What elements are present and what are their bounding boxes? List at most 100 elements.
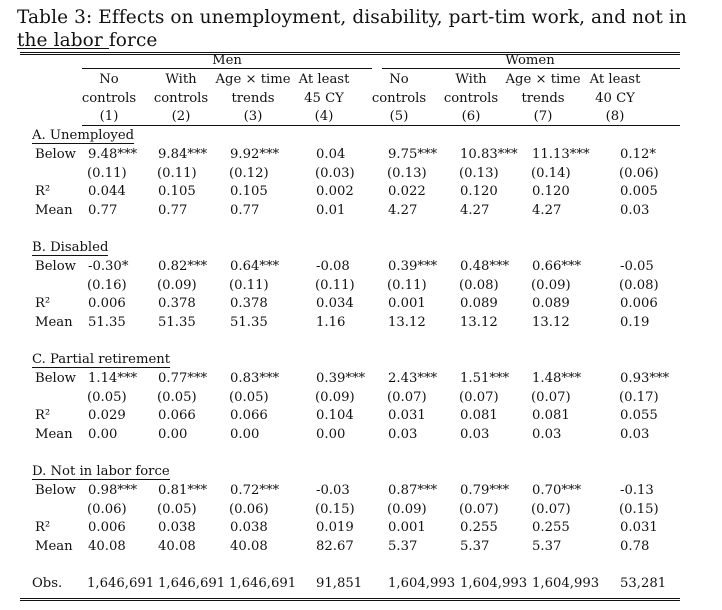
obs-cell: 1,646,691	[158, 576, 226, 591]
table-cell: -0.08	[316, 259, 350, 274]
table-cell: 0.77	[88, 202, 118, 218]
table-cell: 0.03	[620, 426, 650, 442]
row-label: R²	[35, 184, 51, 200]
table-cell: 9.84***	[158, 147, 208, 162]
table-cell: (0.06)	[87, 501, 127, 517]
table-cell: 0.00	[88, 426, 118, 442]
table-cell: (0.09)	[157, 277, 197, 293]
table-cell: 0.01	[316, 202, 346, 218]
table-cell: (0.15)	[619, 501, 659, 517]
row-label: Mean	[35, 426, 73, 442]
table-cell: 2.43***	[388, 371, 438, 386]
table-cell: 0.04	[316, 147, 346, 162]
row-label: R²	[35, 520, 51, 536]
table-cell: (0.14)	[531, 165, 571, 181]
table-cell: 0.98***	[88, 483, 138, 498]
obs-cell: 1,604,993	[532, 576, 600, 591]
table-cell: -0.13	[620, 483, 654, 498]
table-cell: 51.35	[158, 314, 196, 330]
section-title: D. Not in labor force	[32, 464, 170, 480]
table-cell: 9.75***	[388, 147, 438, 162]
table-cell: 5.37	[532, 538, 562, 554]
caption-underline	[17, 48, 109, 49]
table-caption: Table 3: Effects on unemployment, disabi…	[17, 7, 687, 51]
table-cell: 0.87***	[388, 483, 438, 498]
table-cell: 0.64***	[230, 259, 280, 274]
col-header-number: (6)	[461, 109, 481, 124]
col-header-line1: No	[389, 72, 409, 87]
table-cell: (0.07)	[459, 501, 499, 517]
table-cell: 0.39***	[388, 259, 438, 274]
table-cell: 0.066	[158, 408, 196, 424]
section-title-text: C. Partial retirement	[32, 352, 171, 368]
table-cell: 0.82***	[158, 259, 208, 274]
obs-cell: 1,604,993	[460, 576, 528, 591]
col-header-line1: Age × time	[505, 72, 581, 87]
table-cell: 0.006	[88, 520, 126, 536]
table-cell: 0.089	[532, 296, 570, 312]
table-cell: 0.72***	[230, 483, 280, 498]
table-cell: (0.07)	[531, 389, 571, 405]
table-cell: (0.05)	[157, 389, 197, 405]
col-header-line1: At least	[298, 72, 350, 87]
section-title-text: B. Disabled	[32, 240, 109, 256]
table-cell: 1.48***	[532, 371, 582, 386]
table-cell: 0.006	[620, 296, 658, 312]
top-rule-2	[20, 54, 680, 55]
top-rule-1	[20, 52, 680, 53]
table-cell: (0.07)	[387, 389, 427, 405]
table-cell: 0.104	[316, 408, 354, 424]
table-cell: 0.006	[88, 296, 126, 312]
table-cell: 0.066	[230, 408, 268, 424]
table-cell: 4.27	[388, 202, 418, 218]
table-cell: -0.05	[620, 259, 654, 274]
table-cell: 0.00	[158, 426, 188, 442]
table-cell: 0.00	[316, 426, 346, 442]
table-cell: 0.038	[230, 520, 268, 536]
table-cell: 0.038	[158, 520, 196, 536]
table-cell: 0.255	[460, 520, 498, 536]
table-cell: 9.48***	[88, 147, 138, 162]
table-cell: 0.83***	[230, 371, 280, 386]
table-cell: (0.06)	[619, 165, 659, 181]
col-header-line1: With	[165, 72, 197, 87]
table-cell: 5.37	[388, 538, 418, 554]
table-cell: (0.13)	[459, 165, 499, 181]
col-header-number: (1)	[99, 109, 119, 124]
table-cell: 40.08	[230, 538, 268, 554]
table-cell: 0.19	[620, 314, 650, 330]
women-group-line	[382, 68, 680, 69]
table-cell: 1.16	[316, 314, 346, 330]
table-cell: 0.39***	[316, 371, 366, 386]
table-cell: (0.12)	[229, 165, 269, 181]
obs-cell: 53,281	[620, 576, 667, 591]
col-header-line2: controls	[81, 91, 137, 106]
table-cell: 0.81***	[158, 483, 208, 498]
table-cell: 0.120	[460, 184, 498, 200]
table-cell: (0.17)	[619, 389, 659, 405]
col-header-number: (4)	[314, 109, 334, 124]
table-cell: 4.27	[532, 202, 562, 218]
col-header-line1: At least	[589, 72, 641, 87]
table-cell: 82.67	[316, 538, 354, 554]
obs-label: Obs.	[32, 576, 63, 591]
obs-cell: 1,646,691	[87, 576, 155, 591]
table-cell: (0.11)	[157, 165, 197, 181]
table-cell: (0.03)	[315, 165, 355, 181]
table-cell: 0.93***	[620, 371, 670, 386]
table-cell: (0.11)	[387, 277, 427, 293]
table-cell: (0.05)	[87, 389, 127, 405]
header-rule	[82, 125, 680, 126]
table-cell: 51.35	[230, 314, 268, 330]
table-cell: 0.105	[158, 184, 196, 200]
col-header-number: (2)	[171, 109, 191, 124]
table-cell: 13.12	[532, 314, 570, 330]
col-header-line2: controls	[153, 91, 209, 106]
row-label: Below	[35, 259, 76, 274]
col-header-line1: No	[99, 72, 119, 87]
row-label: Below	[35, 371, 76, 386]
table-cell: 0.120	[532, 184, 570, 200]
col-header-number: (8)	[605, 109, 625, 124]
table-cell: 0.79***	[460, 483, 510, 498]
col-header-line2: controls	[443, 91, 499, 106]
